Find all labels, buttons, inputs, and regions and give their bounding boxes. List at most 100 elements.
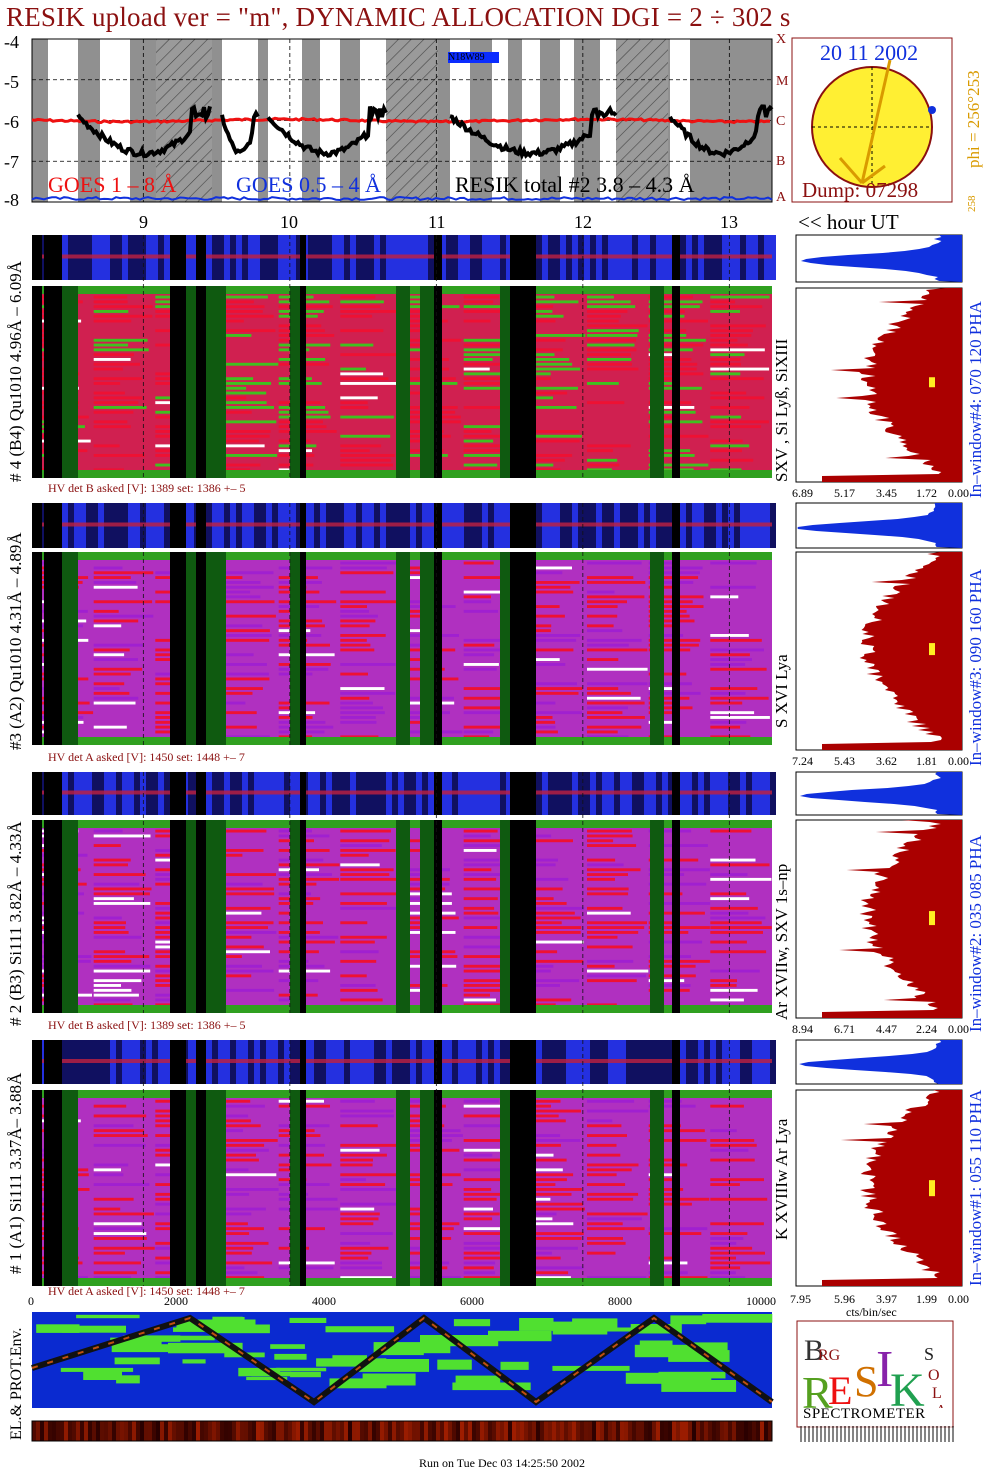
data-gap — [32, 772, 42, 815]
spectrogram-cell — [217, 988, 275, 992]
spectrogram-cell — [278, 430, 337, 433]
heat-strip-cell — [448, 1421, 452, 1441]
environment-band — [60, 1367, 134, 1372]
data-gap-green — [206, 1090, 226, 1286]
spectrogram-cell — [93, 444, 120, 448]
spectrogram-cell — [463, 998, 496, 1002]
environment-band — [270, 1344, 305, 1349]
spectrogram-cell — [525, 911, 575, 915]
spectrogram-cell — [710, 921, 762, 925]
spectrogram-cell — [217, 571, 274, 575]
spectrogram-cell — [525, 439, 580, 443]
spectrogram-cell — [525, 1139, 581, 1142]
data-gap-green — [396, 552, 410, 745]
spectrogram-cell — [463, 468, 524, 472]
spectrogram-cell — [217, 396, 247, 400]
spectrogram-cell — [710, 716, 770, 719]
spectrogram-cell — [525, 590, 574, 594]
bottom-tick-2000: 2000 — [164, 1294, 188, 1308]
spectrogram-cell — [463, 386, 508, 390]
heat-strip-cell — [184, 1421, 188, 1441]
spectrogram-cell — [463, 735, 490, 739]
heat-strip-cell — [692, 1421, 696, 1441]
spectrogram-cell — [587, 334, 638, 337]
spectrogram-cell — [340, 735, 379, 739]
spectrogram-cell — [525, 1276, 571, 1280]
panel-4-hv: HV det B asked [V]: 1389 set: 1386 +– 5 — [48, 481, 246, 495]
spectrogram-cell — [710, 1232, 748, 1235]
spectrogram-cell — [340, 716, 376, 719]
spectrogram-cell — [587, 614, 618, 618]
heat-strip-cell — [96, 1421, 100, 1441]
heat-strip-cell — [652, 1421, 656, 1441]
panel-2-xtick-5: 0.00 — [948, 1022, 969, 1036]
spectrogram-cell — [710, 439, 743, 443]
spectrogram-cell — [710, 1104, 744, 1108]
series-resik-total — [668, 104, 774, 159]
spectrogram-cell — [463, 906, 495, 910]
heat-strip-cell — [608, 1421, 612, 1441]
intensity-strip-cell — [770, 1040, 776, 1084]
spectrogram-cell — [93, 609, 119, 613]
data-gap-green — [206, 286, 226, 478]
data-gap-green — [396, 286, 410, 478]
spectrogram-cell — [463, 1148, 502, 1152]
heat-strip-cell — [104, 1421, 108, 1441]
counts-unit-label: cts/bin/sec — [846, 1305, 897, 1319]
heat-strip-cell — [84, 1421, 88, 1441]
spectrogram-cell — [587, 1124, 622, 1128]
heat-strip-cell — [200, 1421, 204, 1441]
environment-band — [274, 1353, 307, 1360]
spectrogram-cell — [217, 434, 270, 438]
spectrogram-cell — [93, 1232, 147, 1235]
spectrogram-cell — [525, 921, 562, 925]
spectrogram-cell — [340, 1158, 373, 1162]
heat-strip-cell — [636, 1421, 640, 1441]
heat-strip-cell — [292, 1421, 296, 1441]
heat-strip-cell — [664, 1421, 668, 1441]
spectrogram-cell — [93, 362, 140, 366]
spectrogram-cell — [340, 367, 366, 371]
spectrogram-cell — [587, 629, 623, 633]
spectrum-panel-4 — [32, 234, 963, 483]
data-gap-green — [186, 552, 196, 745]
heat-strip-cell — [516, 1421, 520, 1441]
class-letter-c: C — [776, 114, 786, 129]
spectrogram-cell — [93, 348, 149, 352]
spectrogram-cell — [93, 319, 132, 323]
spectrogram-cell — [710, 988, 758, 992]
spectrogram-cell — [93, 1129, 145, 1133]
spectrogram-cell — [463, 367, 490, 371]
spectrogram-cell — [463, 1197, 497, 1201]
panel-2-xtick-2: 6.71 — [834, 1022, 855, 1036]
spectrogram-cell — [710, 585, 756, 589]
spectrogram-cell — [463, 667, 497, 671]
spectrogram-cell — [155, 425, 183, 429]
spectrogram-cell — [93, 1227, 144, 1231]
heat-strip-cell — [752, 1421, 756, 1441]
spectrogram-cell — [340, 314, 373, 318]
spectrogram-cell — [463, 1104, 517, 1108]
heat-strip-cell — [72, 1421, 76, 1441]
environment-band — [453, 1319, 491, 1327]
spectrogram-cell — [463, 1232, 520, 1235]
spectrogram-cell — [463, 877, 497, 881]
heat-strip-cell — [280, 1421, 284, 1441]
data-gap-green — [420, 1090, 434, 1286]
spectrogram-cell — [463, 706, 507, 710]
spectrogram-cell — [710, 329, 753, 333]
spectrogram-cell — [463, 1241, 522, 1245]
spectrogram-cell — [587, 735, 629, 739]
environment-band — [76, 1314, 140, 1319]
intensity-strip-cell — [770, 772, 776, 815]
spectrogram-cell — [525, 998, 572, 1002]
spectrogram-cell — [155, 921, 185, 925]
spectrogram-cell — [340, 415, 394, 419]
spectrogram-cell — [525, 1178, 567, 1182]
spectrogram-cell — [93, 353, 134, 357]
heat-strip-cell — [644, 1421, 648, 1441]
spectrogram-cell — [525, 396, 553, 400]
spectrogram-cell — [525, 454, 573, 457]
spectrogram-cell — [463, 406, 502, 409]
goes-lightcurve-chart — [31, 38, 774, 203]
